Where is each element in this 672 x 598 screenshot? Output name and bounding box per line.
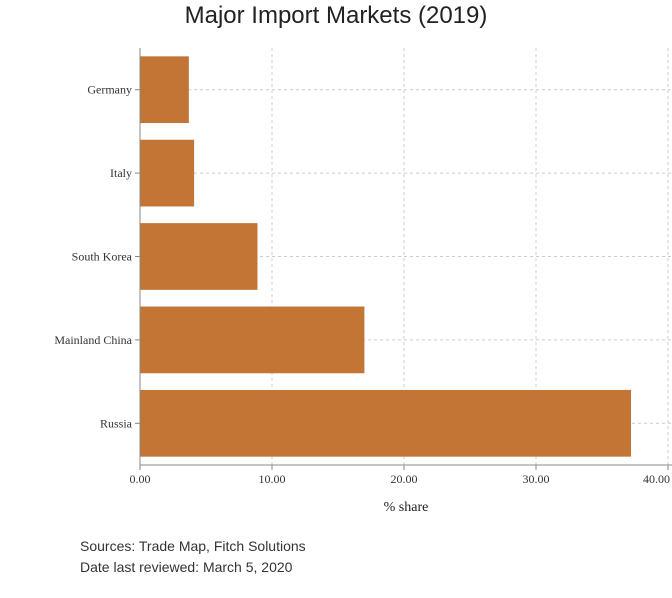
bar-germany: [140, 56, 189, 124]
chart-title: Major Import Markets (2019): [184, 2, 488, 29]
bar-russia: [140, 389, 632, 457]
y-tick-label: Russia: [100, 416, 133, 430]
bar-mainland-china: [140, 306, 365, 374]
bar-italy: [140, 139, 195, 207]
date-reviewed-note: Date last reviewed: March 5, 2020: [80, 559, 293, 575]
y-tick-label: South Korea: [72, 250, 133, 264]
y-tick-label: Mainland China: [54, 333, 132, 347]
x-tick-label: 20.00: [391, 472, 418, 486]
y-tick-label: Italy: [110, 166, 132, 180]
x-tick-label: 40.00: [643, 472, 670, 486]
x-axis-title: % share: [384, 500, 429, 515]
y-tick-label: Germany: [87, 83, 132, 97]
sources-note: Sources: Trade Map, Fitch Solutions: [80, 538, 306, 554]
bar-chart: Germany Italy South Korea Mainland China Rus…: [54, 48, 672, 515]
x-tick-label: 10.00: [259, 472, 286, 486]
x-tick-label: 30.00: [523, 472, 550, 486]
x-tick-label: 0.00: [130, 472, 151, 486]
bar-south-korea: [140, 223, 258, 290]
